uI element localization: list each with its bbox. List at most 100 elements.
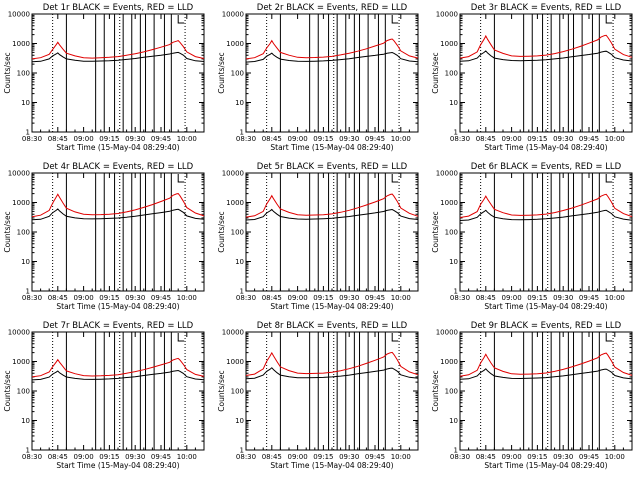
y-tick-label: 100	[445, 229, 458, 237]
y-tick-label: 100	[231, 229, 244, 237]
y-tick-label: 1000	[440, 40, 458, 48]
x-tick-label: 08:30	[450, 294, 470, 302]
x-tick-label: 10:00	[177, 135, 197, 143]
x-tick-label: 08:30	[22, 294, 42, 302]
panel-title: Det 3r BLACK = Events, RED = LLD	[471, 3, 622, 13]
red-series-line	[245, 38, 419, 60]
red-series-line	[31, 357, 205, 378]
y-tick-label: 100	[231, 70, 244, 78]
corner-mark	[391, 174, 399, 183]
corner-mark	[391, 15, 399, 24]
black-series-line	[31, 208, 205, 221]
y-tick-label: 10000	[436, 11, 458, 19]
y-tick-label: 1	[454, 129, 458, 137]
x-tick-label: 09:30	[125, 135, 145, 143]
x-tick-label: 09:15	[313, 135, 333, 143]
y-tick-label: 10	[21, 99, 30, 107]
y-tick-label: 1000	[440, 358, 458, 366]
panel-8: Det 8r BLACK = Events, RED = LLD 1 10 100 10…	[217, 321, 419, 470]
x-tick-label: 09:45	[365, 453, 385, 461]
x-tick-label: 09:15	[99, 453, 119, 461]
red-series-line	[459, 193, 633, 218]
y-tick-label: 100	[17, 229, 30, 237]
y-axis-label: Counts/sec	[217, 370, 226, 411]
y-tick-label: 10000	[8, 11, 30, 19]
x-tick-label: 08:30	[22, 135, 42, 143]
y-axis-label: Counts/sec	[217, 211, 226, 252]
y-tick-label: 1	[454, 447, 458, 455]
y-tick-label: 100	[17, 70, 30, 78]
x-tick-label: 09:00	[74, 453, 94, 461]
y-tick-label: 10	[235, 99, 244, 107]
x-tick-label: 08:45	[48, 294, 68, 302]
x-tick-label: 08:45	[476, 294, 496, 302]
x-tick-label: 10:00	[605, 453, 625, 461]
black-series-line	[459, 50, 633, 62]
x-tick-label: 08:45	[476, 453, 496, 461]
y-tick-label: 10000	[222, 11, 244, 19]
y-tick-label: 1000	[226, 199, 244, 207]
y-tick-label: 10	[21, 417, 30, 425]
corner-mark	[605, 333, 613, 342]
y-tick-label: 10000	[8, 170, 30, 178]
x-tick-label: 09:15	[99, 135, 119, 143]
corner-mark	[605, 15, 613, 24]
x-tick-label: 10:00	[391, 453, 411, 461]
black-series-line	[245, 367, 419, 380]
x-tick-label: 09:30	[553, 135, 573, 143]
y-tick-label: 10000	[436, 329, 458, 337]
x-axis-label: Start Time (15-May-04 08:29:40)	[484, 302, 607, 311]
y-axis-label: Counts/sec	[217, 52, 226, 93]
x-tick-label: 09:30	[553, 294, 573, 302]
y-tick-label: 1000	[226, 358, 244, 366]
x-axis-label: Start Time (15-May-04 08:29:40)	[56, 143, 179, 152]
y-tick-label: 1000	[12, 40, 30, 48]
x-tick-label: 08:45	[262, 294, 282, 302]
x-tick-label: 09:45	[579, 453, 599, 461]
y-tick-label: 1	[240, 288, 244, 296]
x-tick-label: 09:45	[579, 294, 599, 302]
y-axis-label: Counts/sec	[3, 211, 12, 252]
panel-title: Det 5r BLACK = Events, RED = LLD	[257, 162, 408, 172]
plot-frame	[245, 331, 419, 451]
panel-5: Det 5r BLACK = Events, RED = LLD 1 10 100 10…	[217, 162, 419, 311]
x-tick-label: 09:30	[339, 135, 359, 143]
y-tick-label: 10000	[436, 170, 458, 178]
red-series-line	[459, 352, 633, 377]
black-series-line	[31, 51, 205, 63]
x-tick-label: 10:00	[177, 294, 197, 302]
y-tick-label: 100	[445, 70, 458, 78]
y-tick-label: 10000	[8, 329, 30, 337]
x-tick-label: 09:30	[339, 453, 359, 461]
x-tick-label: 09:00	[288, 294, 308, 302]
x-tick-label: 09:15	[99, 294, 119, 302]
x-tick-label: 08:45	[48, 453, 68, 461]
black-series-line	[31, 369, 205, 381]
panel-title: Det 4r BLACK = Events, RED = LLD	[43, 162, 194, 172]
black-series-line	[245, 208, 419, 221]
x-axis-label: Start Time (15-May-04 08:29:40)	[56, 461, 179, 470]
x-axis-label: Start Time (15-May-04 08:29:40)	[270, 143, 393, 152]
x-tick-label: 08:45	[48, 135, 68, 143]
x-tick-label: 09:15	[527, 294, 547, 302]
x-tick-label: 10:00	[605, 294, 625, 302]
x-tick-label: 08:30	[22, 453, 42, 461]
x-tick-label: 10:00	[177, 453, 197, 461]
y-tick-label: 1	[240, 447, 244, 455]
y-tick-label: 1	[26, 288, 30, 296]
corner-mark	[177, 333, 185, 342]
plot-frame	[459, 331, 633, 451]
panel-2: Det 2r BLACK = Events, RED = LLD 1 10 100 10…	[217, 3, 419, 152]
x-tick-label: 09:15	[313, 294, 333, 302]
x-axis-label: Start Time (15-May-04 08:29:40)	[484, 461, 607, 470]
x-tick-label: 08:30	[450, 135, 470, 143]
panel-title: Det 7r BLACK = Events, RED = LLD	[43, 321, 194, 331]
y-tick-label: 10	[21, 258, 30, 266]
x-tick-label: 09:45	[151, 453, 171, 461]
x-axis-label: Start Time (15-May-04 08:29:40)	[484, 143, 607, 152]
plot-frame	[31, 331, 205, 451]
panel-7: Det 7r BLACK = Events, RED = LLD 1 10 100 10…	[3, 321, 205, 470]
corner-mark	[177, 174, 185, 183]
x-axis-label: Start Time (15-May-04 08:29:40)	[270, 461, 393, 470]
x-tick-label: 10:00	[391, 294, 411, 302]
